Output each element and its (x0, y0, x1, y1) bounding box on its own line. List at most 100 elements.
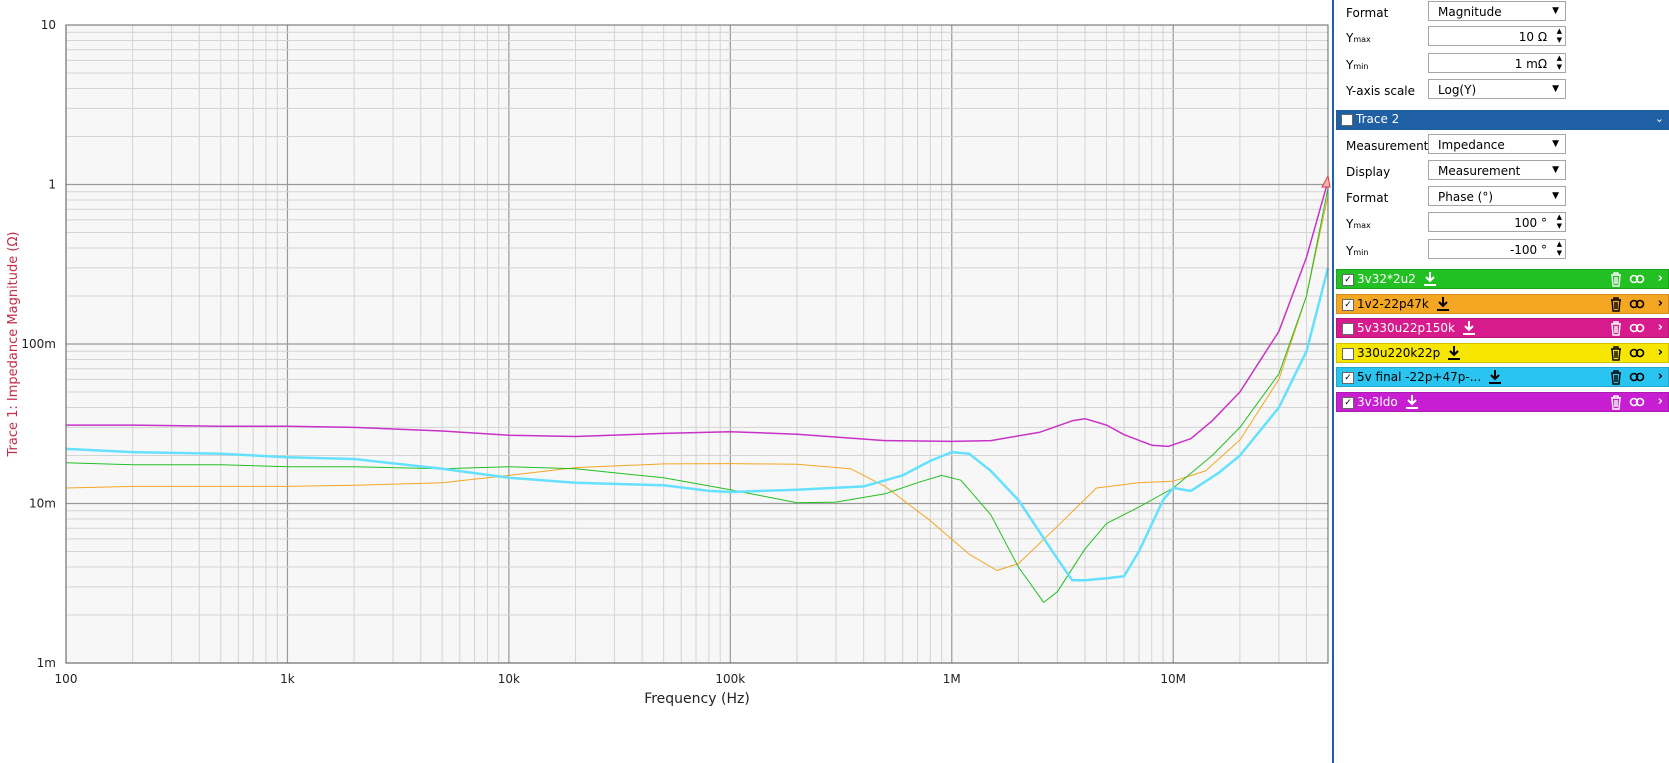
impedance-chart: 100 1k 10k 100k 1M 10M 1m 10m 100m 1 10 Frequency… (6, 18, 1331, 707)
link-icon[interactable] (1629, 394, 1645, 415)
trash-icon[interactable] (1609, 394, 1623, 415)
ymax-value: 10 Ω (1518, 30, 1547, 44)
link-icon[interactable] (1629, 345, 1645, 366)
measurement-name: 330u220k22p (1357, 345, 1441, 360)
spin-up-icon[interactable]: ▲ (1556, 27, 1562, 35)
yscale-row: Y-axis scale Log(Y) ▼ (1338, 79, 1664, 103)
trash-icon[interactable] (1609, 345, 1623, 366)
ymin-input[interactable]: 1 mΩ ▲ ▼ (1428, 53, 1566, 73)
trace2-ymax-label-y: Y (1346, 217, 1354, 231)
y-tick-label: 100m (21, 337, 56, 351)
trace2-ymin-input[interactable]: -100 ° ▲ ▼ (1428, 239, 1566, 259)
trace2-format-dropdown[interactable]: Phase (°) ▼ (1428, 186, 1566, 206)
ymin-row: Ymin 1 mΩ ▲ ▼ (1338, 53, 1664, 77)
spin-down-icon[interactable]: ▼ (1556, 36, 1562, 44)
ymax-row: Ymax 10 Ω ▲ ▼ (1338, 26, 1664, 50)
measurement-checkbox[interactable] (1342, 323, 1354, 335)
spin-up-icon[interactable]: ▲ (1556, 240, 1562, 248)
format-dropdown[interactable]: Magnitude ▼ (1428, 1, 1566, 21)
spin-down-icon[interactable]: ▼ (1556, 63, 1562, 71)
series-line-3v32-2u2 (65, 188, 1329, 603)
x-axis-label: Frequency (Hz) (644, 691, 750, 707)
dropdown-arrow-icon: ▼ (1552, 6, 1559, 16)
trace2-ymax-value: 100 ° (1514, 216, 1547, 230)
plot-frame (65, 24, 1329, 664)
display-dropdown[interactable]: Measurement ▼ (1428, 160, 1566, 180)
measurement-name: 5v330u22p150k (1357, 321, 1455, 335)
download-icon[interactable] (1422, 271, 1438, 292)
download-icon[interactable] (1461, 320, 1477, 341)
y-tick-label: 1 (48, 178, 56, 192)
y-axis-label: Trace 1: Impedance Magnitude (Ω) (6, 232, 21, 458)
chevron-right-icon[interactable]: › (1657, 344, 1663, 360)
ymin-label-y: Y (1346, 58, 1354, 72)
trace2-ymax-input[interactable]: 100 ° ▲ ▼ (1428, 212, 1566, 232)
chevron-right-icon[interactable]: › (1657, 369, 1663, 384)
display-value: Measurement (1438, 164, 1521, 178)
ymax-label-sub: max (1353, 35, 1371, 44)
trash-icon[interactable] (1609, 271, 1623, 292)
measurement-name: 1v2-22p47k (1357, 296, 1429, 311)
format-value: Magnitude (1438, 5, 1502, 19)
yscale-value: Log(Y) (1438, 83, 1477, 97)
x-tick-label: 10M (1160, 672, 1186, 686)
spin-down-icon[interactable]: ▼ (1556, 222, 1562, 230)
spin-up-icon[interactable]: ▲ (1556, 213, 1562, 221)
trace2-format-row: Format Phase (°) ▼ (1338, 186, 1664, 210)
download-icon[interactable] (1446, 345, 1462, 366)
measurement-value: Impedance (1438, 138, 1505, 152)
measurement-row[interactable]: ✓ 3v3ldo › (1336, 391, 1669, 415)
chevron-right-icon[interactable]: › (1657, 271, 1663, 286)
trash-icon[interactable] (1609, 320, 1623, 341)
measurement-row[interactable]: ✓ 1v2-22p47k › (1336, 293, 1669, 317)
trace2-ymax-row: Ymax 100 ° ▲ ▼ (1338, 212, 1664, 236)
y-tick-label: 1m (37, 656, 56, 670)
trace2-ymax-label-sub: max (1353, 221, 1371, 230)
collapse-chevron-icon[interactable]: ⌄ (1654, 112, 1664, 125)
y-tick-labels: 1m 10m 100m 1 10 (21, 18, 56, 670)
dropdown-arrow-icon: ▼ (1552, 84, 1559, 94)
trace-2-checkbox[interactable] (1341, 114, 1353, 126)
measurement-row[interactable]: 330u220k22p › (1336, 342, 1669, 366)
measurement-name: 3v3ldo (1357, 394, 1398, 409)
measurement-checkbox[interactable]: ✓ (1342, 298, 1354, 311)
ymax-label: Ymax (1346, 31, 1371, 45)
dropdown-arrow-icon: ▼ (1552, 191, 1559, 201)
download-icon[interactable] (1435, 296, 1451, 317)
chevron-right-icon[interactable]: › (1657, 393, 1663, 409)
measurement-name: 5v final -22p+47p-... (1357, 370, 1482, 384)
spin-down-icon[interactable]: ▼ (1556, 249, 1562, 257)
measurement-label: Measurement (1346, 139, 1429, 153)
link-icon[interactable] (1629, 296, 1645, 317)
chevron-right-icon[interactable]: › (1657, 320, 1663, 335)
trash-icon[interactable] (1609, 296, 1623, 317)
measurement-checkbox[interactable] (1342, 347, 1354, 360)
link-icon[interactable] (1629, 271, 1645, 292)
link-icon[interactable] (1629, 369, 1645, 390)
x-tick-labels: 100 1k 10k 100k 1M 10M (55, 672, 1186, 686)
measurement-dropdown[interactable]: Impedance ▼ (1428, 134, 1566, 154)
measurement-checkbox[interactable]: ✓ (1342, 274, 1354, 286)
display-row: Display Measurement ▼ (1338, 160, 1664, 184)
x-tick-label: 100k (715, 672, 745, 686)
trace2-ymin-label-sub: min (1353, 248, 1369, 257)
measurement-row[interactable]: ✓ 5v final -22p+47p-... › (1336, 367, 1669, 387)
measurement-checkbox[interactable]: ✓ (1342, 396, 1354, 409)
measurement-checkbox[interactable]: ✓ (1342, 372, 1354, 384)
download-icon[interactable] (1487, 369, 1503, 390)
ymax-input[interactable]: 10 Ω ▲ ▼ (1428, 26, 1566, 46)
download-icon[interactable] (1404, 394, 1420, 415)
spin-up-icon[interactable]: ▲ (1556, 54, 1562, 62)
trace-2-header[interactable]: Trace 2 ⌄ (1336, 110, 1669, 130)
trash-icon[interactable] (1609, 369, 1623, 390)
link-icon[interactable] (1629, 320, 1645, 341)
ymin-label: Ymin (1346, 58, 1368, 72)
chevron-right-icon[interactable]: › (1657, 295, 1663, 311)
trace2-ymax-label: Ymax (1346, 217, 1371, 231)
measurement-row[interactable]: ✓ 3v32*2u2 › (1336, 269, 1669, 289)
y-tick-label: 10m (29, 497, 56, 511)
ymax-label-y: Y (1346, 31, 1354, 45)
measurement-row[interactable]: 5v330u22p150k › (1336, 318, 1669, 338)
series-line-5v-final-22p-47p (65, 267, 1330, 582)
yscale-dropdown[interactable]: Log(Y) ▼ (1428, 79, 1566, 99)
